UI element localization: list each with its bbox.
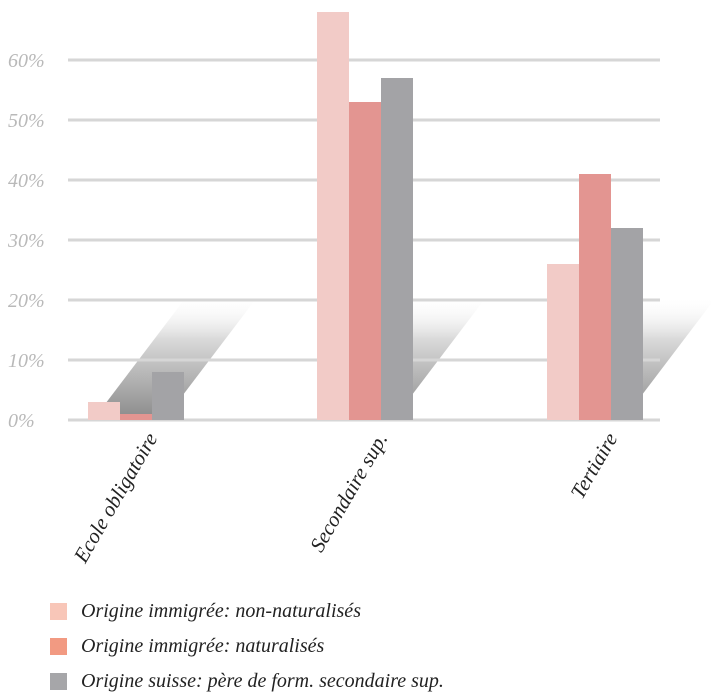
legend-swatch [50,673,67,690]
legend-swatch [50,603,67,620]
y-tick-label: 0% [8,410,35,432]
y-tick-label: 20% [8,290,45,312]
legend-label: Origine immigrée: naturalisés [81,635,325,657]
legend-label: Origine suisse: père de form. secondaire… [81,670,444,692]
y-tick-label: 40% [8,170,45,192]
legend-item: Origine suisse: père de form. secondaire… [50,664,700,699]
category-label: Ecole obligatoire [68,429,162,568]
category-label-layer: Ecole obligatoire Secondaire sup. Tertiair… [68,429,622,568]
category-label: Tertiaire [566,429,623,503]
bar-shadow [93,296,258,420]
bar [547,264,579,420]
y-tick-label: 60% [8,50,45,72]
bar [88,402,120,420]
bar-chart: 0% 10% 20% 30% 40% 50% 60% Ecole obligatoire Se… [7,12,711,568]
bar [381,78,413,420]
legend-label: Origine immigrée: non-naturalisés [81,600,361,622]
y-tick-label: 50% [8,110,45,132]
y-tick-layer: 0% 10% 20% 30% 40% 50% 60% [7,50,45,432]
bars-layer [88,12,643,420]
legend-item: Origine immigrée: non-naturalisés [50,594,700,629]
legend-swatch [50,638,67,655]
y-tick-label: 10% [8,350,45,372]
bar [120,414,152,420]
bar [579,174,611,420]
bar [317,12,349,420]
bar [349,102,381,420]
legend: Origine immigrée: non-naturalisés Origine… [50,594,700,699]
category-label: Secondaire sup. [305,429,392,557]
legend-item: Origine immigrée: naturalisés [50,629,700,664]
bar [611,228,643,420]
y-tick-label: 30% [7,230,45,252]
bar [152,372,184,420]
